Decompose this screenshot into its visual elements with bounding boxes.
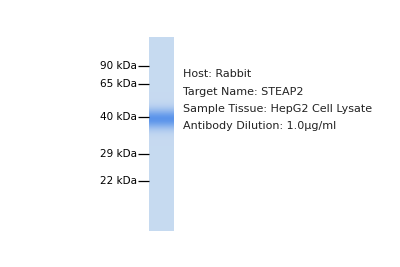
- Text: Antibody Dilution: 1.0μg/ml: Antibody Dilution: 1.0μg/ml: [183, 121, 336, 131]
- Text: 40 kDa: 40 kDa: [100, 112, 137, 122]
- Text: Target Name: STEAP2: Target Name: STEAP2: [183, 87, 304, 97]
- Text: 65 kDa: 65 kDa: [100, 80, 137, 89]
- Text: Host: Rabbit: Host: Rabbit: [183, 69, 252, 79]
- Text: 29 kDa: 29 kDa: [100, 149, 137, 159]
- Text: 90 kDa: 90 kDa: [100, 61, 137, 71]
- Text: Sample Tissue: HepG2 Cell Lysate: Sample Tissue: HepG2 Cell Lysate: [183, 104, 372, 114]
- Text: 22 kDa: 22 kDa: [100, 176, 137, 186]
